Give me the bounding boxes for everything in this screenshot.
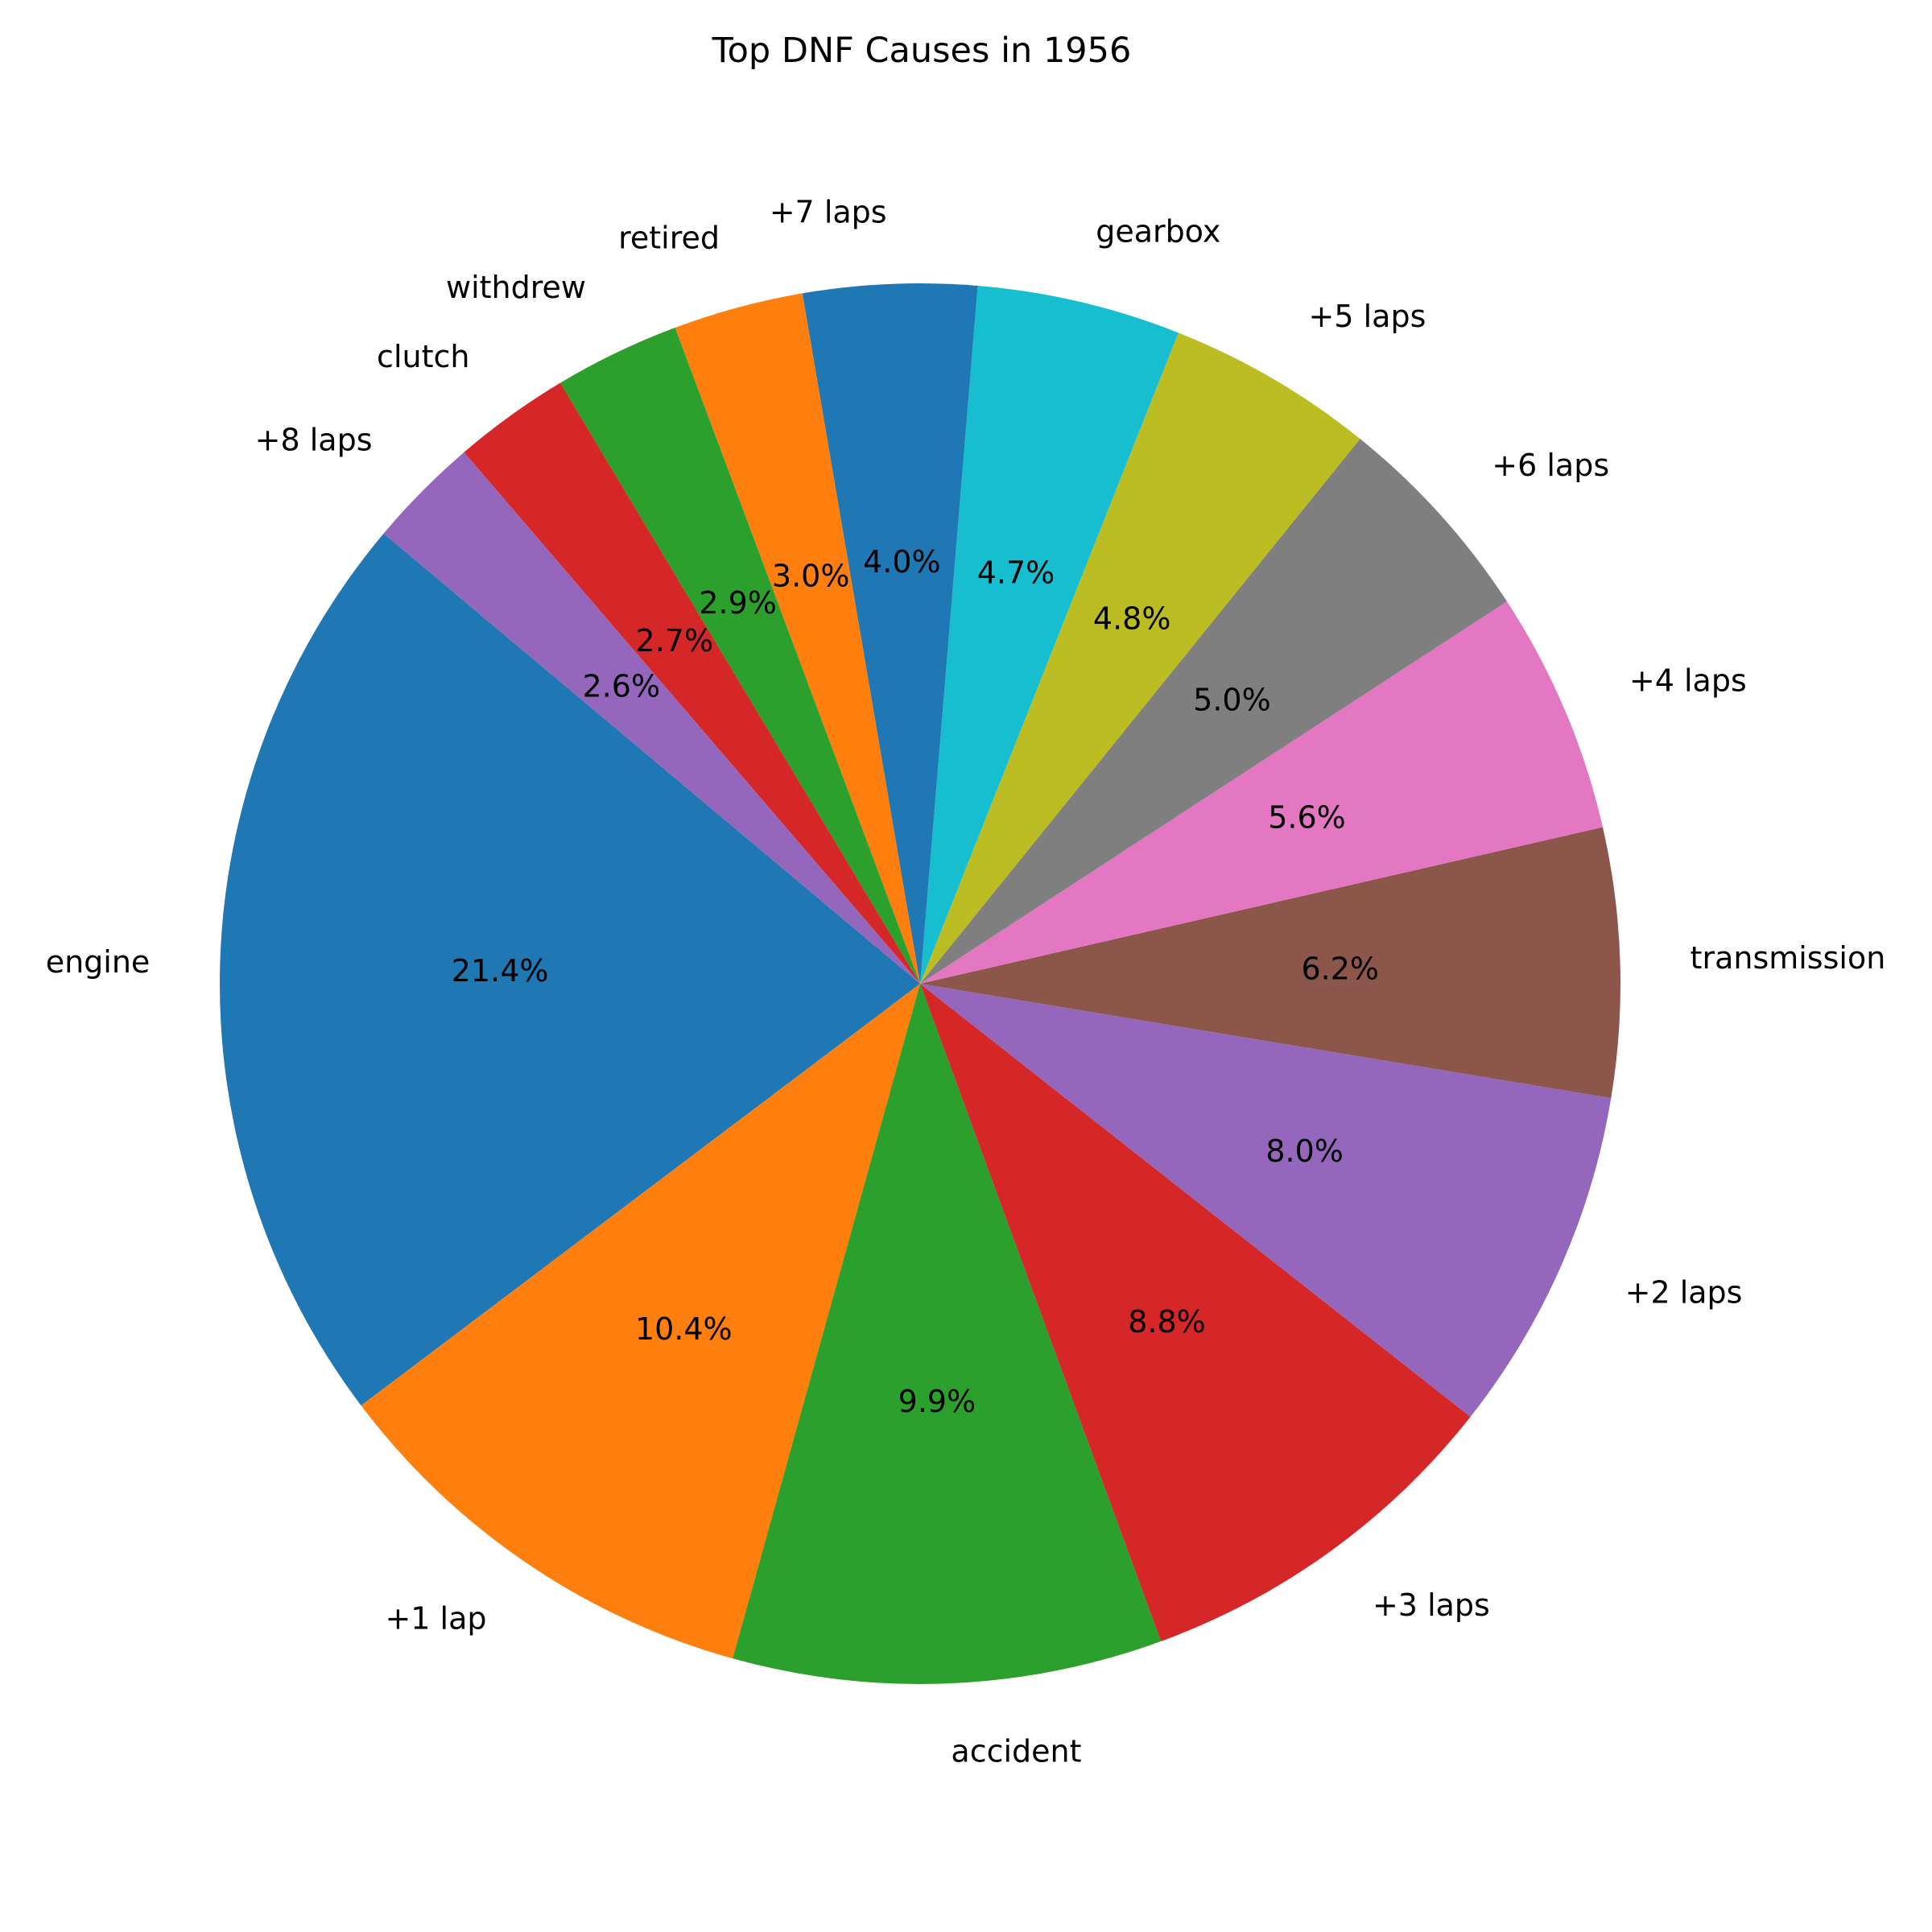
pie-slice-plus-6-laps (920, 439, 1507, 984)
slice-label-retired: retired (618, 220, 720, 255)
slice-label-transmission: transmission (1690, 940, 1886, 976)
pie-slice-accident (733, 984, 1162, 1685)
slice-label-plus-6-laps: +6 laps (1492, 448, 1609, 483)
slice-percent-gearbox: 4.7% (977, 555, 1055, 590)
slice-percent-plus-8-laps: 2.6% (583, 668, 661, 704)
slice-label-plus-3-laps: +3 laps (1373, 1587, 1490, 1623)
slice-label-plus-2-laps: +2 laps (1625, 1275, 1743, 1311)
pie-slices (219, 283, 1620, 1685)
slice-label-accident: accident (951, 1734, 1081, 1769)
slice-label-plus-7-laps: +7 laps (770, 194, 887, 229)
slice-percent-plus-7-laps: 4.0% (863, 544, 941, 580)
pie-slice-clutch (464, 382, 920, 984)
slice-label-clutch: clutch (377, 339, 469, 374)
pie-slice-plus-1-lap (361, 984, 920, 1659)
slice-percent-plus-5-laps: 4.8% (1093, 601, 1171, 637)
pie-slice-gearbox (920, 285, 1179, 984)
slice-label-withdrew: withdrew (446, 270, 586, 305)
pie-slice-plus-5-laps (920, 332, 1360, 984)
pie-slice-plus-7-laps (802, 283, 978, 984)
slice-percent-plus-6-laps: 5.0% (1193, 683, 1271, 718)
pie-slice-engine (219, 533, 920, 1406)
pie-slice-plus-4-laps (920, 601, 1603, 984)
slice-label-plus-5-laps: +5 laps (1309, 299, 1426, 334)
pie-labels: engine 21.4% +1 lap 10.4% accident 9.9% +3 lap… (46, 194, 1886, 1769)
slice-percent-plus-3-laps: 8.8% (1128, 1304, 1206, 1340)
slice-percent-plus-2-laps: 8.0% (1265, 1133, 1344, 1169)
pie-slice-transmission (920, 827, 1620, 1099)
pie-slice-plus-2-laps (920, 984, 1612, 1418)
slice-percent-accident: 9.9% (898, 1384, 976, 1419)
pie-slice-plus-3-laps (920, 984, 1471, 1641)
slice-label-plus-4-laps: +4 laps (1629, 663, 1747, 699)
slice-label-gearbox: gearbox (1096, 214, 1220, 250)
slice-percent-retired: 3.0% (772, 558, 850, 593)
slice-label-plus-1-lap: +1 lap (385, 1601, 486, 1637)
pie-slice-withdrew (559, 327, 920, 984)
slice-label-engine: engine (46, 944, 151, 980)
slice-label-plus-8-laps: +8 laps (255, 423, 373, 458)
slice-percent-plus-1-lap: 10.4% (635, 1311, 733, 1347)
slice-percent-engine: 21.4% (452, 953, 549, 989)
slice-percent-transmission: 6.2% (1301, 951, 1379, 986)
pie-slice-plus-8-laps (383, 452, 920, 984)
slice-percent-clutch: 2.7% (636, 623, 714, 658)
slice-percent-plus-4-laps: 5.6% (1268, 800, 1346, 836)
slice-percent-withdrew: 2.9% (699, 585, 777, 621)
pie-slice-retired (675, 293, 920, 984)
chart-title: Top DNF Causes in 1956 (712, 31, 1132, 71)
